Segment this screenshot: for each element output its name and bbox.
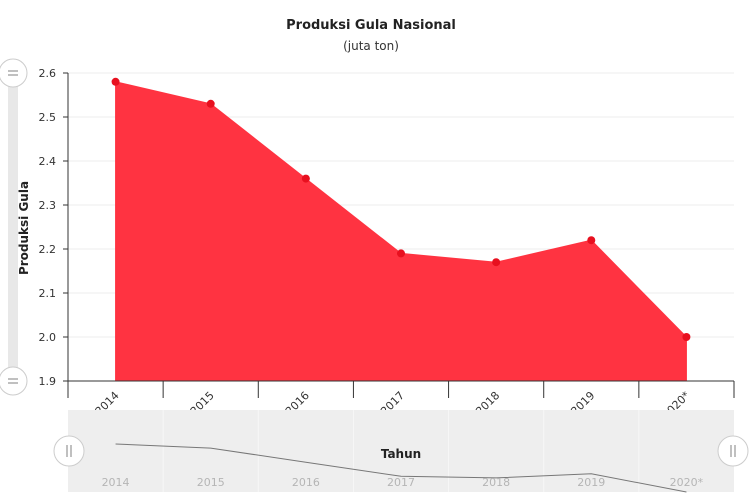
y-tick-label: 2.0 <box>39 331 57 344</box>
data-point[interactable] <box>111 77 120 86</box>
y-tick-label: 1.9 <box>39 375 57 388</box>
navigator-tick-label: 2020* <box>670 476 704 489</box>
navigator-tick-label: 2017 <box>387 476 415 489</box>
y-tick-label: 2.6 <box>39 67 57 80</box>
data-point[interactable] <box>587 236 596 245</box>
chart-title: Produksi Gula Nasional <box>286 18 456 33</box>
navigator-left-handle[interactable] <box>53 435 85 467</box>
navigator-tick-label: 2015 <box>197 476 225 489</box>
data-markers <box>111 77 691 341</box>
y-tick-label: 2.3 <box>39 199 57 212</box>
navigator-right-handle[interactable] <box>717 435 749 467</box>
y-scrollbar-top-handle[interactable] <box>0 58 28 88</box>
y-scrollbar-bottom-handle[interactable] <box>0 366 28 396</box>
area-series <box>115 81 687 382</box>
x-axis-label: Tahun <box>381 447 421 461</box>
y-tick-label: 2.4 <box>39 155 57 168</box>
chart-subtitle: (juta ton) <box>343 39 399 53</box>
navigator-tick-label: 2014 <box>102 476 130 489</box>
data-point[interactable] <box>682 333 691 341</box>
navigator-line <box>115 443 687 493</box>
navigator-tick-label: 2018 <box>482 476 510 489</box>
y-tick-label: 2.1 <box>39 287 57 300</box>
y-axis-label: Produksi Gula <box>17 181 31 275</box>
navigator-tick-label: 2016 <box>292 476 320 489</box>
navigator-background[interactable] <box>68 410 734 492</box>
y-tick-label: 2.2 <box>39 243 57 256</box>
area-fill <box>115 81 687 382</box>
y-tick-label: 2.5 <box>39 111 57 124</box>
data-point[interactable] <box>301 174 310 183</box>
navigator-tick-label: 2019 <box>577 476 605 489</box>
data-point[interactable] <box>397 249 405 258</box>
data-point[interactable] <box>206 99 215 108</box>
y-scrollbar-track[interactable] <box>8 74 18 382</box>
data-point[interactable] <box>492 258 501 267</box>
y-tick-labels: 1.9 2.0 2.1 2.2 2.3 2.4 2.5 2.6 <box>39 67 68 388</box>
navigator-series: 2014 2015 2016 2017 2018 2019 2020* <box>102 410 704 493</box>
